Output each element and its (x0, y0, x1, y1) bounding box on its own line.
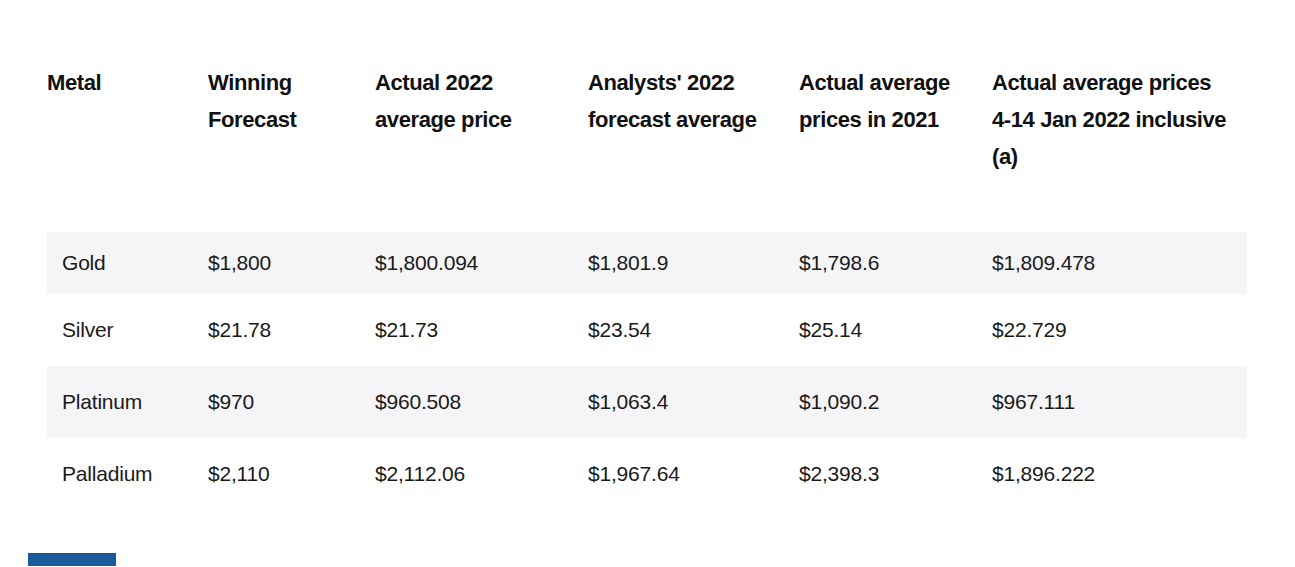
price-cell: $970 (208, 390, 375, 414)
column-header-actual-2022-average-price: Actual 2022 average price (375, 64, 588, 232)
price-cell: $2,110 (208, 462, 375, 486)
metal-name-cell: Platinum (47, 390, 208, 414)
price-cell: $23.54 (588, 318, 799, 342)
table-row: Platinum$970$960.508$1,063.4$1,090.2$967… (47, 366, 1247, 438)
column-header-winning-forecast: Winning Forecast (208, 64, 375, 232)
column-header-actual-average-prices-jan-2022: Actual average prices 4-14 Jan 2022 incl… (992, 64, 1247, 232)
price-cell: $1,809.478 (992, 251, 1247, 275)
price-cell: $1,801.9 (588, 251, 799, 275)
price-cell: $22.729 (992, 318, 1247, 342)
metals-forecast-table: Metal Winning Forecast Actual 2022 avera… (47, 64, 1247, 510)
metal-name-cell: Silver (47, 318, 208, 342)
column-header-metal: Metal (47, 64, 208, 232)
price-cell: $1,800 (208, 251, 375, 275)
table-row: Palladium$2,110$2,112.06$1,967.64$2,398.… (47, 438, 1247, 510)
metal-name-cell: Palladium (47, 462, 208, 486)
column-header-actual-average-prices-2021: Actual average prices in 2021 (799, 64, 992, 232)
table-row: Gold$1,800$1,800.094$1,801.9$1,798.6$1,8… (47, 232, 1247, 294)
table-header-row: Metal Winning Forecast Actual 2022 avera… (47, 64, 1247, 232)
table-row: Silver$21.78$21.73$23.54$25.14$22.729 (47, 294, 1247, 366)
metal-name-cell: Gold (47, 251, 208, 275)
price-cell: $960.508 (375, 390, 588, 414)
price-cell: $1,967.64 (588, 462, 799, 486)
price-cell: $21.73 (375, 318, 588, 342)
table-body: Gold$1,800$1,800.094$1,801.9$1,798.6$1,8… (47, 232, 1247, 510)
price-cell: $1,798.6 (799, 251, 992, 275)
price-cell: $21.78 (208, 318, 375, 342)
column-header-analysts-2022-forecast-average: Analysts' 2022 forecast average (588, 64, 799, 232)
accent-bar (28, 553, 116, 566)
price-cell: $1,800.094 (375, 251, 588, 275)
price-cell: $2,398.3 (799, 462, 992, 486)
price-cell: $2,112.06 (375, 462, 588, 486)
price-cell: $25.14 (799, 318, 992, 342)
price-cell: $967.111 (992, 390, 1247, 414)
price-cell: $1,063.4 (588, 390, 799, 414)
price-cell: $1,896.222 (992, 462, 1247, 486)
price-cell: $1,090.2 (799, 390, 992, 414)
